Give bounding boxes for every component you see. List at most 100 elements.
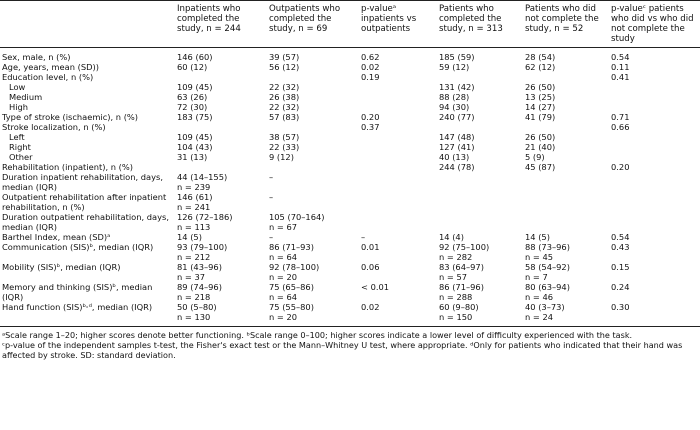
table-cell: –: [269, 192, 274, 202]
table-cell: 14 (5): [525, 232, 550, 242]
table-cell: 240 (77): [439, 112, 475, 122]
header-row: Inpatients who completed the study, n = …: [0, 0, 700, 48]
row-label: Mobility (SIS)ᵇ, median (IQR): [2, 262, 121, 272]
table-cell: 39 (57): [269, 52, 300, 62]
table-cell: [437, 172, 523, 192]
table-cell: [175, 162, 267, 172]
table-cell: 126 (72–186) n = 113: [177, 212, 233, 232]
table-row: High 72 (30) 22 (32) 94 (30) 14 (27): [0, 102, 700, 112]
table-cell: 0.02: [361, 62, 380, 72]
table-cell: [523, 72, 609, 82]
table-cell: [609, 92, 700, 102]
row-label: Age, years, mean (SD)): [2, 62, 99, 72]
footnote: ᶜp-value of the independent samples t-te…: [2, 340, 683, 360]
table-cell: [359, 92, 437, 102]
table-cell: 14 (4): [439, 232, 464, 242]
table-cell: [437, 212, 523, 232]
table-cell: 0.02: [359, 302, 437, 327]
table-cell: [359, 172, 437, 192]
table-row: Stroke localization, n (%) 0.37 0.66: [0, 122, 700, 132]
table-cell: [609, 172, 700, 192]
table-cell: [609, 142, 700, 152]
table-cell: 0.62: [361, 52, 380, 62]
table-cell: 13 (25): [525, 92, 556, 102]
table-row: Barthel Index, mean (SD)ᵃ 14 (5) – – 14 (4) 1…: [0, 232, 700, 242]
table-cell: 38 (57): [269, 132, 300, 142]
table-row: Communication (SIS)ᵇ, median (IQR) 93 (79…: [0, 242, 700, 262]
row-label: Other: [9, 152, 33, 162]
footnote: ᵃScale range 1–20; higher scores denote …: [2, 330, 633, 340]
table-row: Outpatient rehabilitation after inpatien…: [0, 192, 700, 212]
table-cell: 0.24: [611, 282, 630, 292]
row-label: High: [9, 102, 29, 112]
table-footnotes: ᵃScale range 1–20; higher scores denote …: [0, 327, 700, 360]
table-cell: < 0.01: [361, 282, 390, 292]
table-cell: 93 (79–100) n = 212: [177, 242, 228, 262]
table-cell: 92 (78–100) n = 20: [269, 262, 320, 282]
row-label: Hand function (SIS)ᵇ˒ᵈ, median (IQR): [0, 302, 175, 327]
table-cell: [523, 122, 609, 132]
table-cell: 0.01: [361, 242, 380, 252]
table-cell: 86 (71–96) n = 288: [439, 282, 484, 302]
table-row: Memory and thinking (SIS)ᵇ, median (IQR)…: [0, 282, 700, 302]
table-cell: 0.66: [611, 122, 630, 132]
table-cell: 40 (3–73) n = 24: [523, 302, 609, 327]
table-row: Right 104 (43) 22 (33) 127 (41) 21 (40): [0, 142, 700, 152]
table-cell: 44 (14–155) n = 239: [177, 172, 228, 192]
table-cell: 14 (27): [525, 102, 556, 112]
table-cell: 88 (73–96) n = 45: [525, 242, 570, 262]
row-label: Memory and thinking (SIS)ᵇ, median (IQR): [2, 282, 153, 302]
table-cell: 75 (65–86) n = 64: [269, 282, 314, 302]
table-row: Age, years, mean (SD)) 60 (12) 56 (12) 0.02…: [0, 62, 700, 72]
table-cell: [359, 102, 437, 112]
table-cell: [267, 122, 359, 132]
table-cell: 104 (43): [177, 142, 213, 152]
table-cell: 26 (50): [525, 82, 556, 92]
table-cell: 50 (5–80) n = 130: [175, 302, 267, 327]
table-cell: 9 (12): [269, 152, 294, 162]
table-cell: 59 (12): [439, 62, 470, 72]
table-cell: [359, 162, 437, 172]
table-cell: –: [269, 232, 274, 242]
table-cell: 244 (78): [439, 162, 475, 172]
table-cell: 0.11: [611, 62, 630, 72]
table-cell: [609, 132, 700, 142]
table-cell: [609, 82, 700, 92]
table-cell: 0.41: [611, 72, 630, 82]
header-cell: p-valueᶜ patients who did vs who did not…: [609, 0, 700, 48]
table-cell: 131 (42): [439, 82, 475, 92]
table-row: Education level, n (%) 0.19 0.41: [0, 72, 700, 82]
row-label: Low: [9, 82, 26, 92]
table-cell: [175, 72, 267, 82]
table-cell: 26 (38): [269, 92, 300, 102]
table-cell: 94 (30): [439, 102, 470, 112]
header-cell: Outpatients who completed the study, n =…: [267, 0, 359, 48]
table-cell: [359, 212, 437, 232]
table-cell: 109 (45): [177, 82, 213, 92]
header-cell: p-valueᵃ inpatients vs outpatients: [359, 0, 437, 48]
row-label: Sex, male, n (%): [2, 52, 71, 62]
row-label: Duration inpatient rehabilitation, days,…: [2, 172, 163, 192]
table-cell: 105 (70–164) n = 67: [269, 212, 325, 232]
data-table: Inpatients who completed the study, n = …: [0, 0, 700, 327]
table-cell: [267, 162, 359, 172]
table-cell: 0.71: [611, 112, 630, 122]
table-cell: [609, 212, 700, 232]
table-cell: 56 (12): [269, 62, 300, 72]
row-label: Right: [9, 142, 31, 152]
table-cell: [359, 192, 437, 212]
header-cell: [0, 0, 175, 48]
table-cell: 45 (87): [525, 162, 556, 172]
table-cell: [359, 152, 437, 162]
table-cell: 22 (32): [269, 102, 300, 112]
table-cell: [359, 82, 437, 92]
table-cell: 22 (33): [269, 142, 300, 152]
table-cell: 80 (63–94) n = 46: [525, 282, 570, 302]
table-cell: [609, 102, 700, 112]
table-cell: [359, 142, 437, 152]
table-cell: 183 (75): [177, 112, 213, 122]
table-cell: 58 (54–92) n = 7: [525, 262, 570, 282]
table-row: Left 109 (45) 38 (57) 147 (48) 26 (50): [0, 132, 700, 142]
table-cell: 72 (30): [177, 102, 208, 112]
row-label: Rehabilitation (inpatient), n (%): [2, 162, 133, 172]
